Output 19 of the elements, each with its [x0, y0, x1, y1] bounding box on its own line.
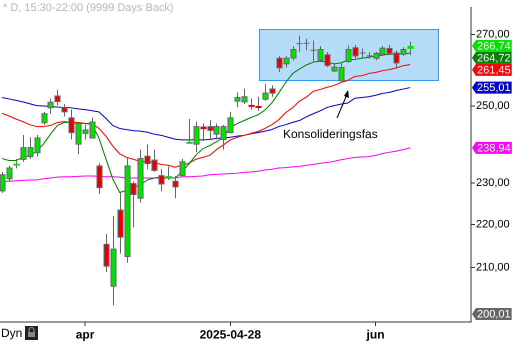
- y-tick-label: 230,00: [476, 177, 510, 190]
- text: 200,01: [477, 308, 511, 321]
- annotation: Konsolideringsfas: [283, 127, 378, 141]
- x-tick-label: 2025-04-28: [200, 328, 262, 342]
- y-tick-label: 250,00: [476, 100, 510, 112]
- candlestick: [14, 158, 20, 169]
- y-tick-label: 220,00: [476, 218, 510, 230]
- y-tick-label: 210,00: [476, 262, 510, 274]
- text: 238,94: [477, 142, 511, 154]
- x-tick-label: apr: [76, 328, 95, 342]
- x-tick-label: jun: [366, 328, 385, 342]
- text: 266,74: [477, 40, 511, 52]
- text: 264,72: [477, 52, 511, 64]
- chart-title: * D, 15:30-22:00 (9999 Days Back): [3, 2, 174, 14]
- candlestick: [408, 41, 414, 56]
- y-tick-label: 270,00: [476, 28, 510, 41]
- text: Dyn: [1, 326, 22, 340]
- text: 261,45: [477, 64, 511, 76]
- text: 255,01: [477, 82, 511, 94]
